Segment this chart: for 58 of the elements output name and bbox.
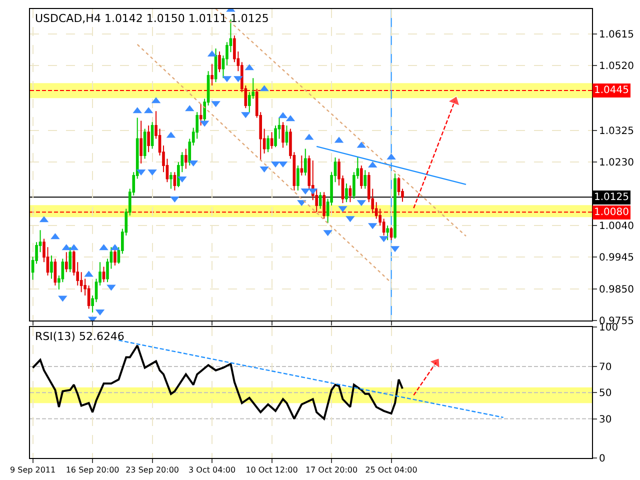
ref-line-label: 1.0125 xyxy=(594,192,629,203)
candlestick xyxy=(218,50,221,73)
candlestick xyxy=(322,192,326,220)
candlestick xyxy=(68,246,72,273)
y-tick-label: 1.0520 xyxy=(599,60,634,72)
candlestick xyxy=(50,254,53,280)
y-tick-label: 30 xyxy=(599,414,612,426)
candlestick xyxy=(270,132,274,150)
x-tick-label: 10 Oct 12:00 xyxy=(246,466,298,475)
candlestick xyxy=(282,122,284,148)
candlestick xyxy=(386,224,389,241)
x-tick-label: 16 Sep 20:00 xyxy=(66,466,120,475)
candlestick xyxy=(285,124,288,146)
candlestick xyxy=(394,172,396,240)
y-tick-label: 0.9945 xyxy=(599,252,634,264)
candlestick xyxy=(348,184,352,203)
y-tick-label: 0.9850 xyxy=(599,284,634,296)
x-tick-label: 17 Oct 20:00 xyxy=(305,466,358,475)
y-tick-label: 1.0230 xyxy=(599,158,634,169)
candlestick xyxy=(150,122,154,150)
candlestick xyxy=(296,164,300,191)
chart-title: USDCAD,H4 1.0142 1.0150 1.0111 1.0125 xyxy=(35,12,269,25)
candlestick xyxy=(184,148,188,170)
candlestick xyxy=(199,104,202,126)
candlestick xyxy=(147,124,150,153)
y-tick-label: 0 xyxy=(599,454,606,464)
candlestick xyxy=(214,48,218,83)
candlestick xyxy=(170,172,172,190)
candlestick xyxy=(64,252,68,273)
x-tick-label: 3 Oct 04:00 xyxy=(188,466,236,475)
ref-line-label: 1.0445 xyxy=(594,85,629,96)
y-tick-label: 50 xyxy=(599,388,612,400)
ref-line-label: 1.0080 xyxy=(594,207,629,218)
x-tick-label: 23 Sep 20:00 xyxy=(126,466,180,475)
y-tick-label: 1.0615 xyxy=(599,29,634,40)
y-tick-label: 100 xyxy=(599,322,618,334)
x-tick-label: 25 Oct 04:00 xyxy=(365,466,418,475)
candlestick xyxy=(300,154,304,176)
candlestick xyxy=(266,134,270,153)
x-tick-label: 9 Sep 2011 xyxy=(10,466,56,475)
candlestick xyxy=(140,120,143,164)
chart-title: RSI(13) 52.6246 xyxy=(35,330,124,343)
candlestick xyxy=(390,226,393,241)
candlestick xyxy=(364,170,367,190)
candlestick xyxy=(304,148,307,176)
candlestick xyxy=(143,128,146,160)
y-tick-label: 70 xyxy=(599,362,612,373)
y-tick-label: 1.0040 xyxy=(599,220,634,232)
candlestick xyxy=(54,258,57,286)
candlestick xyxy=(173,172,176,191)
candlestick xyxy=(114,248,116,266)
candlestick xyxy=(318,192,322,210)
y-tick-label: 1.0325 xyxy=(599,126,634,137)
candlestick xyxy=(210,64,214,86)
line-series xyxy=(32,344,404,420)
candlestick xyxy=(345,182,348,203)
candlestick xyxy=(102,266,106,283)
candlestick xyxy=(360,164,363,190)
